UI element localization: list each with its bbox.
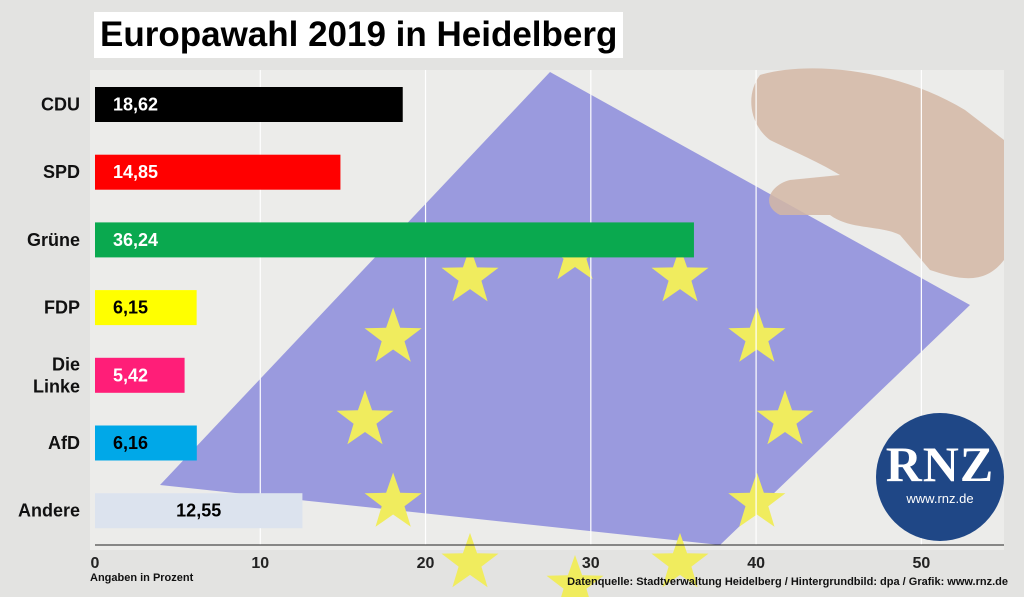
value-label: 14,85: [113, 162, 158, 182]
eu-star-icon: [651, 247, 709, 302]
hand-image: [751, 68, 1004, 279]
value-label: 12,55: [176, 501, 221, 521]
eu-star-icon: [441, 532, 499, 588]
eu-star-icon: [651, 532, 709, 588]
value-label: 36,24: [113, 230, 158, 250]
value-label: 6,15: [113, 298, 148, 318]
rnz-logo: RNZ www.rnz.de: [876, 413, 1004, 541]
x-tick-label: 20: [417, 555, 435, 572]
bar: [95, 87, 403, 122]
logo-url: www.rnz.de: [906, 491, 974, 506]
x-tick-labels: 0 10 20 30 40 50: [91, 555, 931, 572]
x-tick-label: 30: [582, 555, 600, 572]
bar: [95, 425, 197, 461]
eu-star-icon: [441, 247, 499, 302]
category-label: FDP: [44, 298, 80, 318]
chart-title: Europawahl 2019 in Heidelberg: [94, 12, 624, 58]
eu-star-icon: [364, 307, 422, 362]
value-label: 5,42: [113, 365, 148, 385]
grid-lines: [259, 70, 922, 545]
x-tick-label: 10: [251, 555, 269, 572]
source-note: Datenquelle: Stadtverwaltung Heidelberg …: [567, 576, 1008, 588]
category-label: Die Linke: [33, 354, 80, 396]
eu-star-icon: [728, 472, 786, 527]
bar: [95, 222, 694, 258]
bar: [95, 290, 197, 326]
units-note: Angaben in Prozent: [90, 572, 194, 584]
eu-star-icon: [756, 390, 814, 445]
category-label: SPD: [43, 162, 80, 182]
logo-brand: RNZ: [885, 436, 995, 492]
bar: [95, 493, 303, 529]
bar: [95, 357, 185, 393]
eu-star-icon: [336, 390, 394, 445]
x-tick-label: 0: [91, 555, 100, 572]
bar: [95, 154, 341, 190]
eu-star-icon: [546, 555, 604, 597]
bars: [95, 87, 694, 529]
category-label: CDU: [41, 95, 80, 115]
category-label: AfD: [48, 433, 80, 453]
value-label: 6,16: [113, 433, 148, 453]
x-tick-label: 50: [912, 555, 930, 572]
category-label: Andere: [18, 501, 80, 521]
x-tick-label: 40: [747, 555, 765, 572]
eu-star-icon: [364, 472, 422, 527]
category-labels: CDU SPD Grüne FDP Die Linke AfD Andere: [18, 95, 80, 521]
value-labels: 18,62 14,85 36,24 6,15 5,42 6,16 12,55: [113, 95, 221, 521]
category-label: Grüne: [27, 230, 80, 250]
value-label: 18,62: [113, 95, 158, 115]
eu-star-icon: [728, 307, 786, 362]
